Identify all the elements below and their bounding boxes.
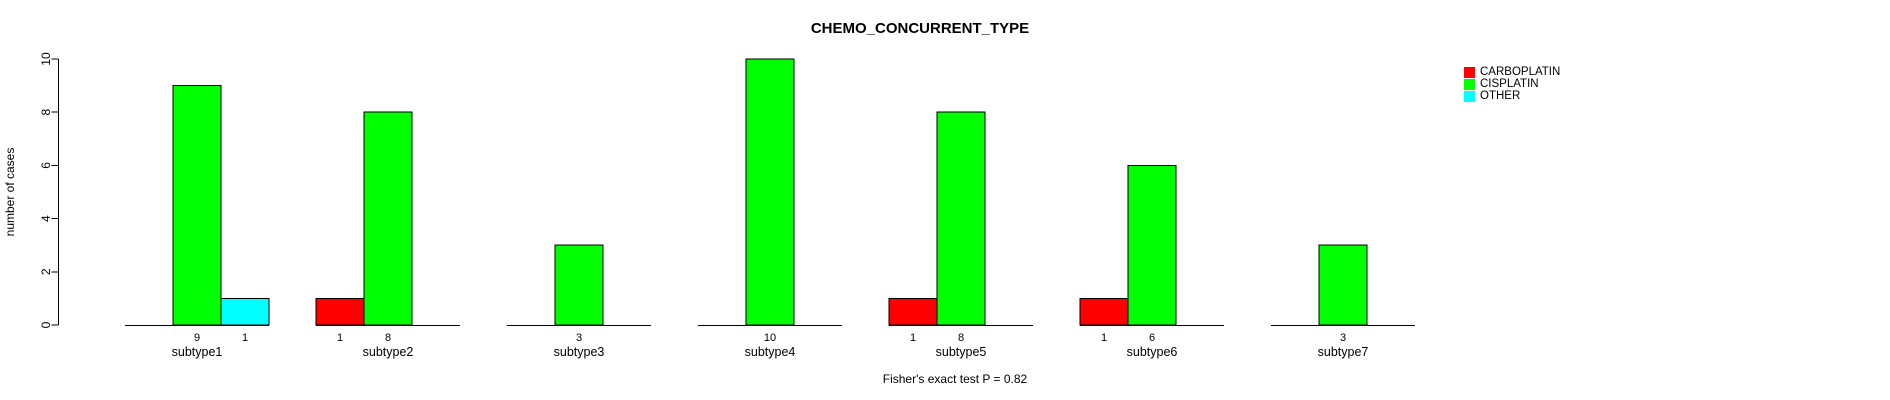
x-category-label: subtype6 (1127, 345, 1178, 359)
bar-value-label: 3 (576, 332, 582, 344)
bar-value-label: 10 (764, 332, 776, 344)
bar-value-label: 1 (242, 332, 248, 344)
y-tick-label: 0 (39, 321, 53, 328)
legend-label: OTHER (1480, 90, 1521, 102)
legend-item: CISPLATIN (1464, 78, 1560, 90)
legend-item: CARBOPLATIN (1464, 66, 1560, 78)
bar-carboplatin (315, 297, 365, 326)
bar-cisplatin (936, 111, 986, 326)
bar-value-label: 1 (1101, 332, 1107, 344)
bar-value-label: 8 (385, 332, 391, 344)
bar-cisplatin (1127, 164, 1177, 326)
legend-label: CARBOPLATIN (1480, 66, 1561, 78)
bar-value-label: 6 (1149, 332, 1155, 344)
x-category-label: subtype3 (554, 345, 605, 359)
bar-value-label: 1 (910, 332, 916, 344)
bar-cisplatin (363, 111, 413, 326)
x-category-label: subtype5 (936, 345, 987, 359)
legend-swatch-carboplatin (1464, 66, 1475, 78)
y-tick-label: 4 (39, 215, 53, 222)
bar-value-label: 1 (337, 332, 343, 344)
legend-swatch-other (1464, 90, 1475, 102)
x-category-label: subtype2 (363, 345, 414, 359)
y-axis-label: number of cases (3, 148, 17, 237)
legend-label: CISPLATIN (1480, 78, 1539, 90)
bar-other (220, 297, 270, 326)
bar-cisplatin (1318, 244, 1368, 326)
legend: CARBOPLATIN CISPLATIN OTHER (1464, 66, 1560, 102)
bar-carboplatin (1079, 297, 1129, 326)
bar-value-label: 9 (194, 332, 200, 344)
x-category-label: subtype4 (745, 345, 796, 359)
x-category-label: subtype1 (172, 345, 223, 359)
bar-value-label: 8 (958, 332, 964, 344)
bar-cisplatin (745, 58, 795, 326)
chart-title: CHEMO_CONCURRENT_TYPE (811, 20, 1029, 37)
bar-groups: 9 1 1 8 3 10 1 8 1 6 3 (125, 58, 1415, 344)
y-tick-label: 8 (39, 109, 53, 116)
bar-cisplatin (554, 244, 604, 326)
fisher-test-note: Fisher's exact test P = 0.82 (883, 372, 1028, 386)
y-tick-label: 2 (39, 268, 53, 275)
bar-carboplatin (888, 297, 938, 326)
x-axis-labels: subtype1 subtype2 subtype3 subtype4 subtype5… (172, 345, 1369, 359)
legend-swatch-cisplatin (1464, 78, 1475, 90)
y-tick-label: 10 (39, 52, 53, 66)
x-category-label: subtype7 (1318, 345, 1369, 359)
y-tick-label: 6 (39, 162, 53, 169)
bar-value-label: 3 (1340, 332, 1346, 344)
bar-cisplatin (172, 85, 222, 326)
y-axis: 0 2 4 6 8 10 (39, 52, 59, 328)
legend-item: OTHER (1464, 90, 1560, 102)
